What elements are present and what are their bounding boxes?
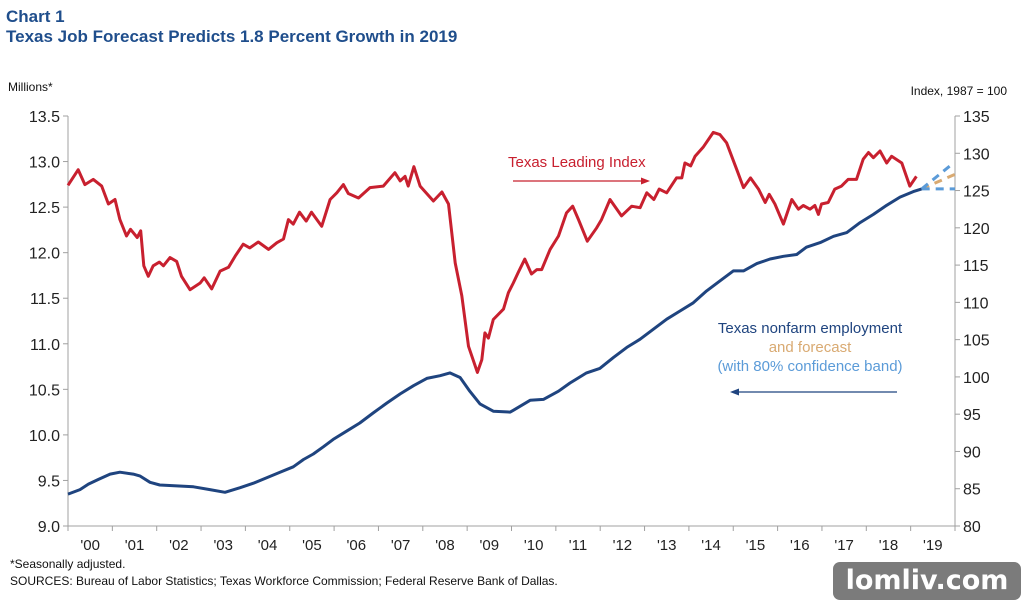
right-axis-label: Index, 1987 = 100: [910, 84, 1007, 98]
right-tick-label: 115: [963, 258, 989, 275]
x-tick-label: '15: [746, 537, 766, 554]
right-tick-label: 125: [963, 184, 990, 201]
right-tick-label: 120: [963, 221, 990, 238]
x-tick-label: '01: [125, 537, 145, 554]
series-lines: [66, 130, 956, 496]
forecast-line: [921, 172, 956, 191]
left-tick-label: 10.5: [29, 382, 60, 399]
right-tick-label: 135: [963, 109, 990, 126]
x-tick-label: '00: [80, 537, 100, 554]
x-tick-label: '17: [834, 537, 854, 554]
arrow-right-icon: [641, 177, 650, 185]
arrow-left-icon: [730, 388, 739, 396]
x-tick-label: '14: [701, 537, 721, 554]
confidence-band-upper-line: [920, 163, 953, 191]
left-tick-label: 9.0: [38, 519, 60, 536]
x-tick-label: '16: [790, 537, 810, 554]
x-tick-label: '06: [346, 537, 366, 554]
x-tick-label: '08: [435, 537, 455, 554]
x-tick-label: '07: [391, 537, 411, 554]
x-tick-label: '12: [613, 537, 633, 554]
right-tick-label: 90: [963, 444, 981, 461]
confidence-band-annotation: (with 80% confidence band): [717, 358, 902, 375]
right-tick-label: 130: [963, 146, 990, 163]
x-tick-label: '03: [213, 537, 233, 554]
right-tick-label: 100: [963, 370, 990, 387]
right-tick-label: 85: [963, 482, 981, 499]
forecast-annotation: and forecast: [769, 339, 852, 356]
right-tick-label: 80: [963, 519, 981, 536]
leading-index-line: [66, 130, 918, 374]
x-tick-label: '04: [258, 537, 278, 554]
left-tick-label: 11.0: [30, 337, 60, 354]
x-tick-label: '13: [657, 537, 677, 554]
left-axis-label: Millions*: [8, 80, 53, 94]
sources: SOURCES: Bureau of Labor Statistics; Tex…: [10, 574, 558, 588]
right-tick-label: 105: [963, 333, 990, 350]
x-tick-label: '10: [524, 537, 544, 554]
employment-line: [67, 187, 923, 496]
left-tick-label: 12.0: [29, 246, 60, 263]
watermark: lomliv.com: [833, 562, 1021, 600]
x-tick-label: '05: [302, 537, 322, 554]
left-tick-label: 13.5: [29, 109, 60, 126]
left-tick-label: 10.0: [29, 428, 60, 445]
right-tick-label: 110: [963, 295, 989, 312]
x-tick-label: '19: [923, 537, 943, 554]
x-tick-label: '02: [169, 537, 189, 554]
right-tick-label: 95: [963, 407, 981, 424]
employment-annotation: Texas nonfarm employment: [718, 320, 903, 337]
chart-number: Chart 1: [6, 7, 65, 26]
footnote: *Seasonally adjusted.: [10, 557, 126, 571]
axes: 9.0 9.5 10.0 10.5 11.0 11.5 12.0 12.5 13.0 13.5 80…: [29, 109, 990, 554]
left-tick-label: 13.0: [29, 155, 60, 172]
left-tick-label: 11.5: [30, 291, 60, 308]
x-tick-label: '09: [480, 537, 500, 554]
x-tick-label: '11: [569, 537, 587, 554]
chart-title: Texas Job Forecast Predicts 1.8 Percent …: [6, 27, 458, 46]
x-tick-label: '18: [879, 537, 899, 554]
leading-index-annotation: Texas Leading Index: [508, 154, 646, 171]
left-tick-label: 12.5: [29, 200, 60, 217]
left-tick-label: 9.5: [38, 473, 60, 490]
